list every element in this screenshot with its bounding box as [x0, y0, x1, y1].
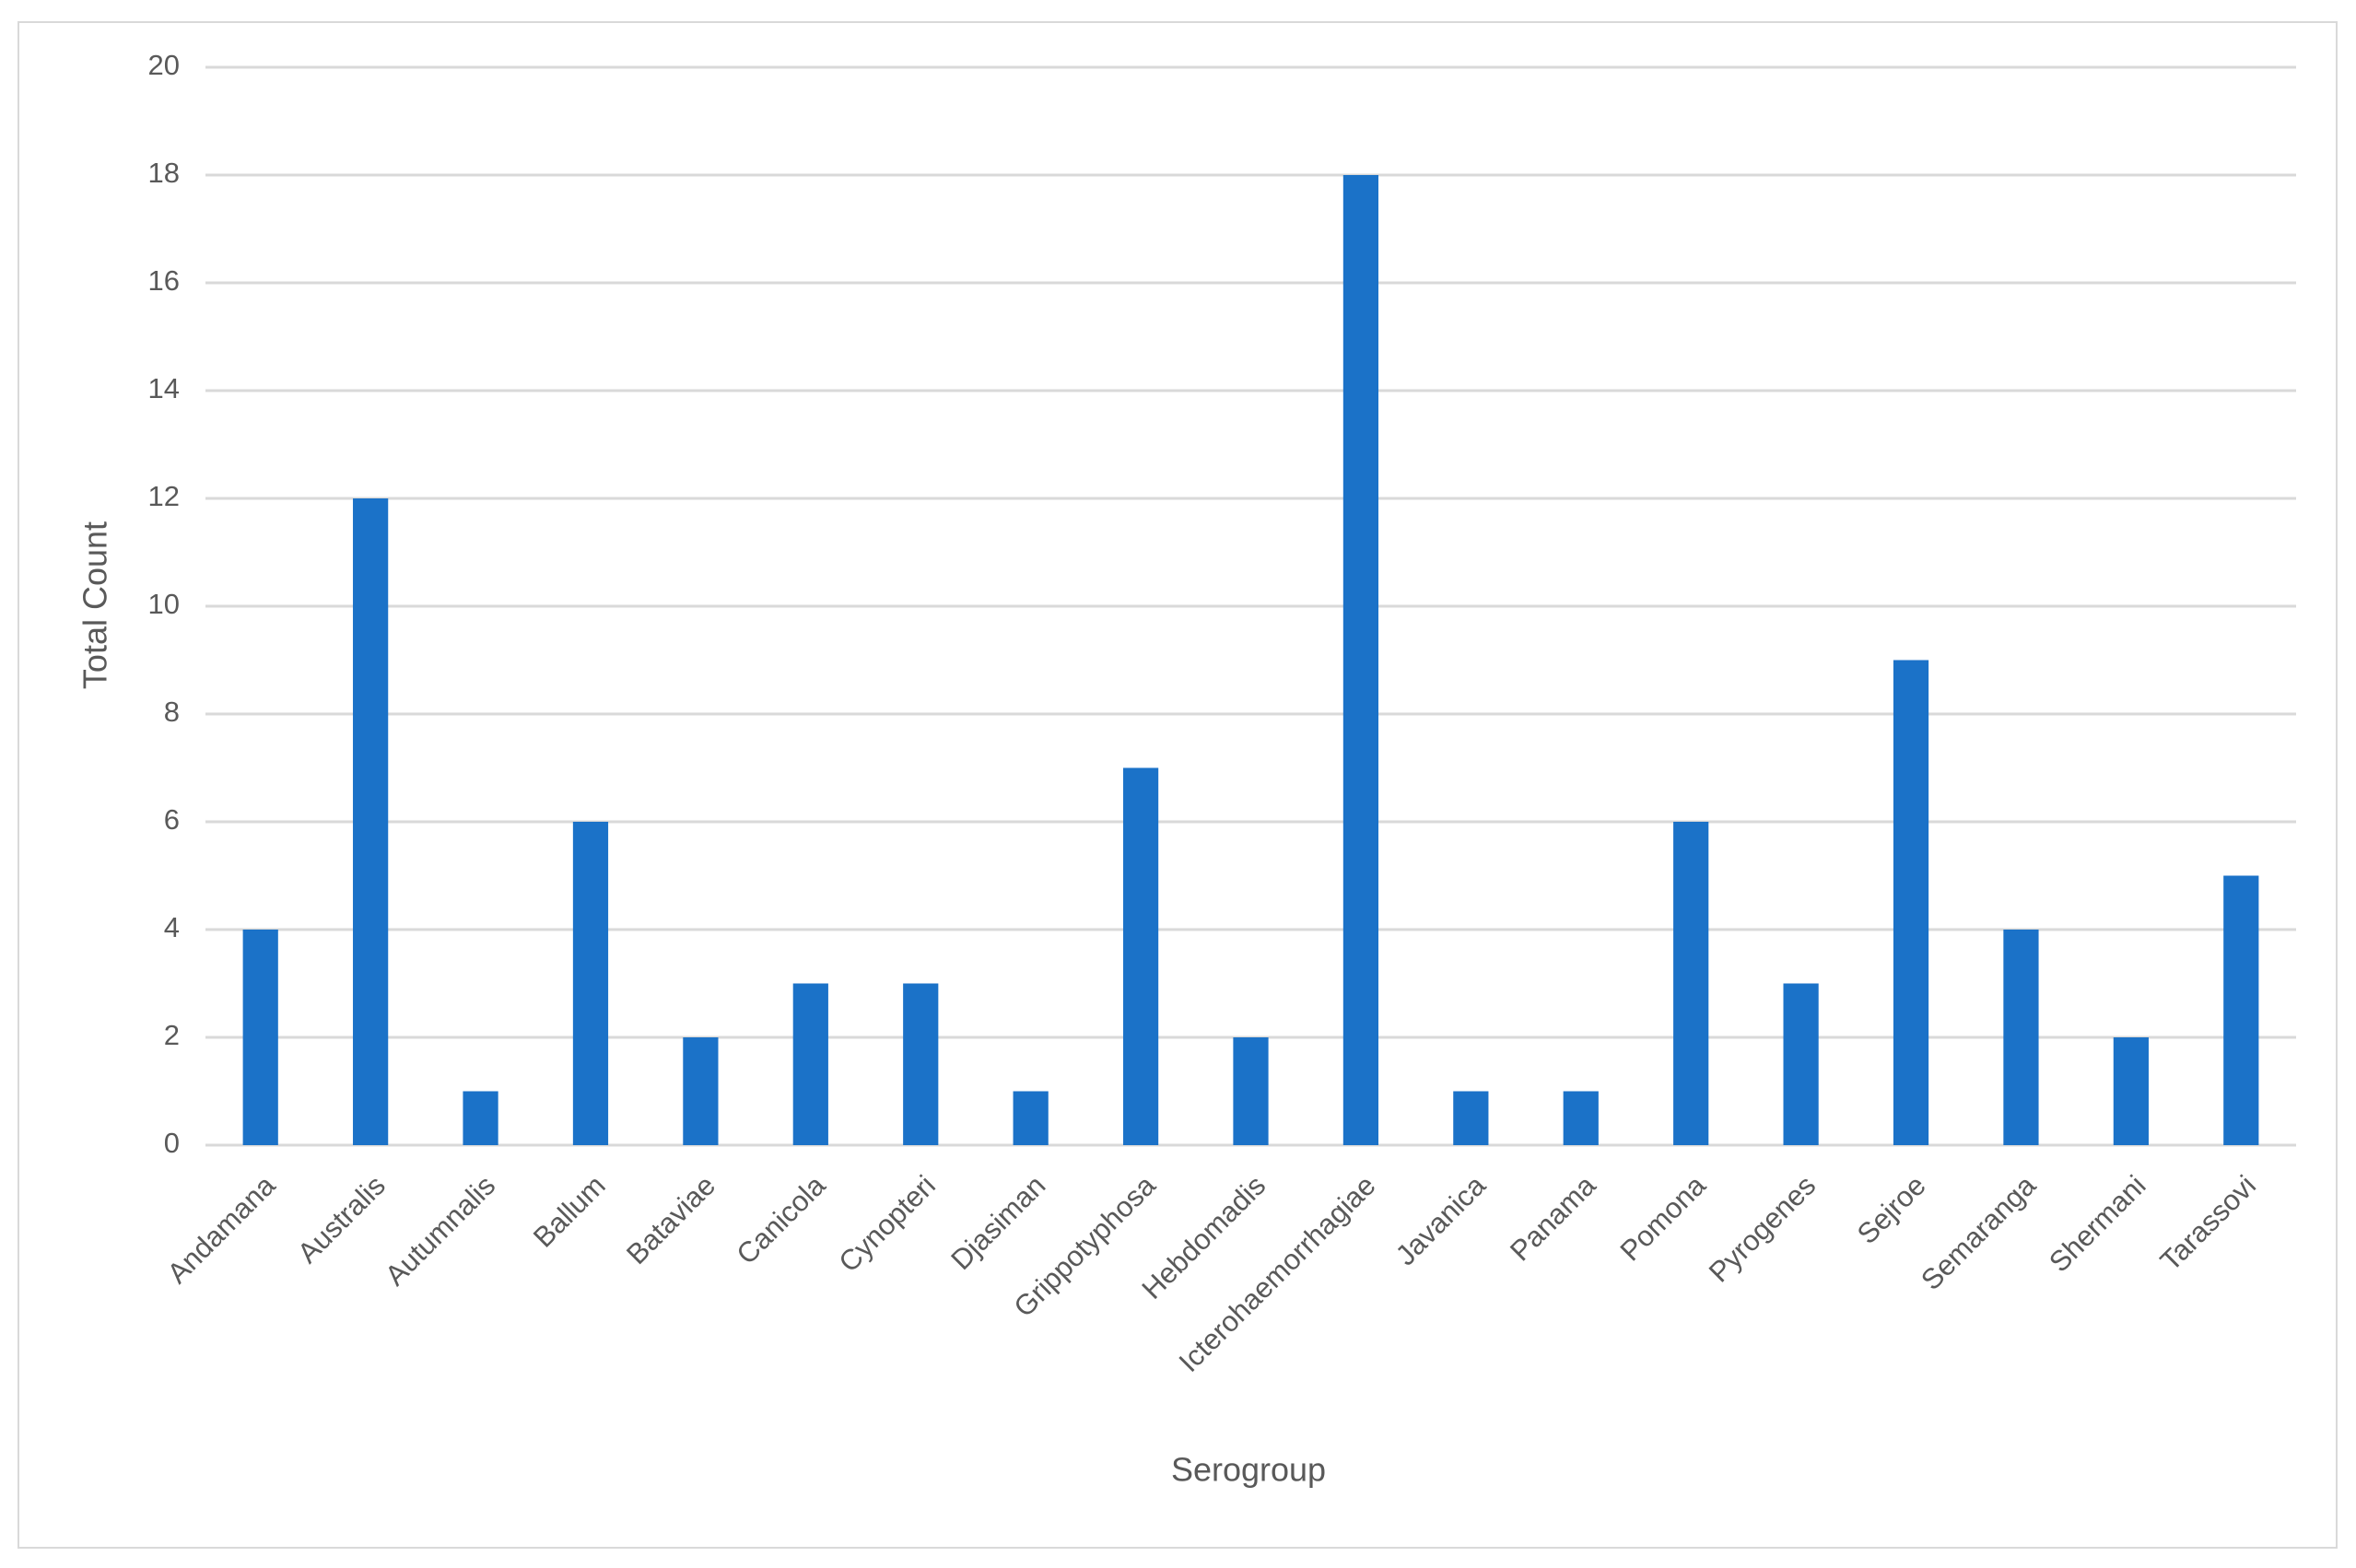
- bar: [1563, 1091, 1599, 1145]
- y-tick-label: 0: [164, 1127, 180, 1159]
- bar: [353, 498, 389, 1145]
- y-tick-label: 4: [164, 911, 180, 943]
- bar: [572, 822, 609, 1145]
- bar: [1013, 1091, 1049, 1145]
- bar: [1673, 822, 1709, 1145]
- bar: [2003, 930, 2039, 1145]
- y-tick-label: 8: [164, 696, 180, 728]
- bar: [1453, 1091, 1489, 1145]
- y-tick-label: 2: [164, 1019, 180, 1051]
- bar: [1893, 660, 1929, 1145]
- bar: [792, 983, 828, 1145]
- y-tick-label: 14: [148, 372, 180, 404]
- bar: [1783, 983, 1819, 1145]
- y-tick-label: 16: [148, 264, 180, 297]
- y-tick-label: 6: [164, 803, 180, 836]
- bar: [1233, 1037, 1269, 1145]
- bar: [1342, 175, 1379, 1145]
- bar: [463, 1091, 498, 1145]
- y-tick-label: 12: [148, 480, 180, 512]
- bar: [2113, 1037, 2149, 1145]
- bar: [242, 930, 278, 1145]
- bar: [683, 1037, 719, 1145]
- y-tick-label: 10: [148, 588, 180, 620]
- bar: [1122, 767, 1159, 1145]
- chart-frame: [18, 21, 2338, 1549]
- x-axis-title: Serogroup: [1171, 1451, 1326, 1489]
- y-tick-label: 20: [148, 49, 180, 81]
- y-axis-title: Total Count: [76, 521, 114, 689]
- y-tick-label: 18: [148, 157, 180, 189]
- bar: [903, 983, 939, 1145]
- bar: [2223, 875, 2259, 1145]
